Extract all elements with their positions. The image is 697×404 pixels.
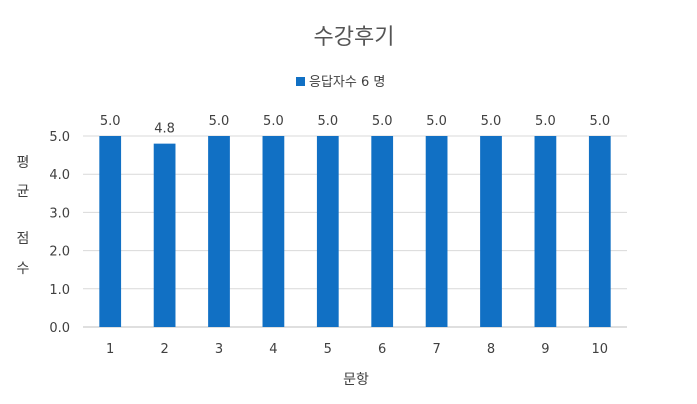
data-label: 5.0 xyxy=(263,114,284,129)
data-label: 5.0 xyxy=(209,114,230,129)
x-axis-title: 문항 xyxy=(343,372,369,388)
x-tick-label: 9 xyxy=(541,342,549,357)
y-axis-title: 평 균 점 수 xyxy=(17,155,30,277)
x-tick-label: 4 xyxy=(269,342,277,357)
legend: 응답자수 6 명 xyxy=(296,75,385,90)
bar xyxy=(371,136,394,327)
data-label: 5.0 xyxy=(100,114,121,129)
bar xyxy=(425,136,448,327)
y-tick-label: 4.0 xyxy=(49,168,70,183)
y-tick-label: 1.0 xyxy=(49,283,70,298)
legend-label: 응답자수 6 명 xyxy=(309,75,385,90)
y-axis-ticks: 0.0 1.0 2.0 3.0 4.0 5.0 xyxy=(49,130,70,336)
data-label: 5.0 xyxy=(426,114,447,129)
x-tick-label: 7 xyxy=(432,342,440,357)
data-label: 5.0 xyxy=(535,114,556,129)
y-tick-label: 2.0 xyxy=(49,245,70,260)
x-tick-label: 1 xyxy=(106,342,114,357)
y-tick-label: 5.0 xyxy=(49,130,70,145)
bar xyxy=(262,136,285,327)
bar xyxy=(99,136,122,327)
data-label: 5.0 xyxy=(372,114,393,129)
data-label: 5.0 xyxy=(481,114,502,129)
bar xyxy=(208,136,230,327)
data-labels: 5.0 4.8 5.0 5.0 5.0 5.0 5.0 5.0 5.0 5.0 xyxy=(100,114,610,137)
bars xyxy=(99,136,611,327)
y-axis-title-char: 균 xyxy=(17,184,30,200)
bar xyxy=(480,136,502,327)
chart-title: 수강후기 xyxy=(314,25,395,50)
y-axis-title-char: 평 xyxy=(17,155,30,171)
bar xyxy=(534,136,557,327)
x-axis-ticks: 1 2 3 4 5 6 7 8 9 10 xyxy=(106,342,608,357)
bar xyxy=(153,143,176,327)
bar xyxy=(316,136,339,327)
x-tick-label: 10 xyxy=(592,342,609,357)
x-tick-label: 8 xyxy=(487,342,495,357)
x-tick-label: 5 xyxy=(324,342,332,357)
y-axis-title-char: 수 xyxy=(17,261,30,277)
data-label: 4.8 xyxy=(154,122,175,137)
y-tick-label: 3.0 xyxy=(49,206,70,221)
x-tick-label: 2 xyxy=(160,342,168,357)
y-tick-label: 0.0 xyxy=(49,321,70,336)
y-axis-title-char: 점 xyxy=(17,231,30,247)
x-tick-label: 3 xyxy=(215,342,223,357)
data-label: 5.0 xyxy=(589,114,610,129)
bar xyxy=(588,136,611,327)
legend-swatch xyxy=(296,77,305,86)
x-tick-label: 6 xyxy=(378,342,386,357)
data-label: 5.0 xyxy=(317,114,338,129)
